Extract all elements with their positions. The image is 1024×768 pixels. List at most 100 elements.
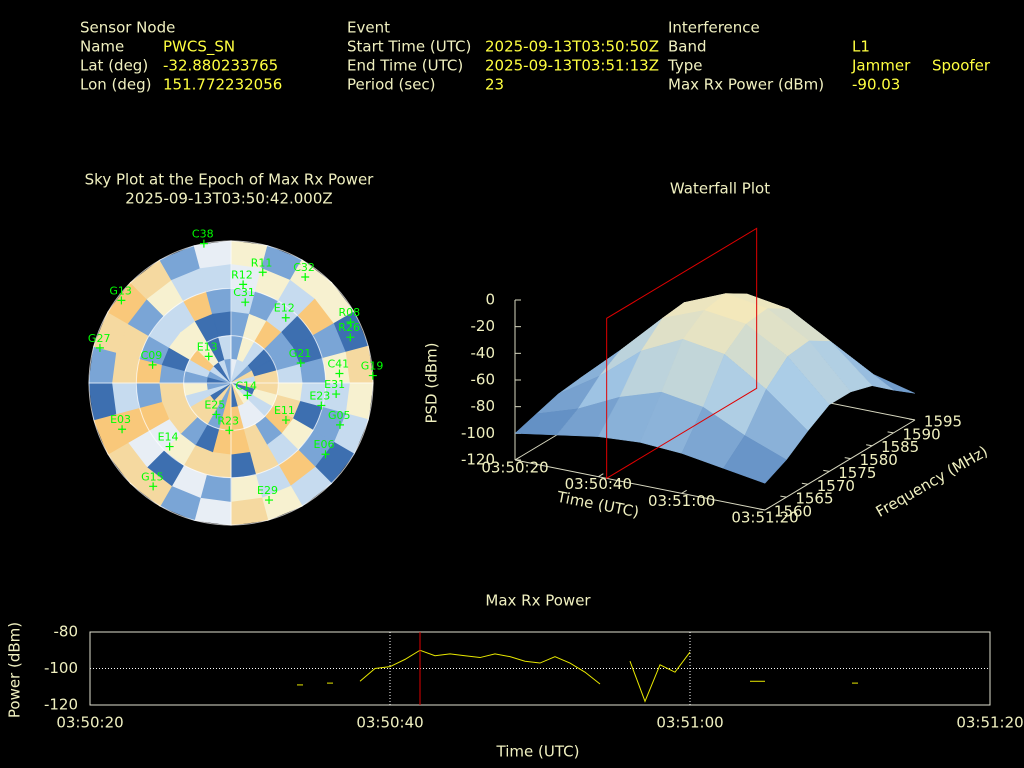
satellite-marker: [149, 482, 158, 491]
header-label: Start Time (UTC): [347, 38, 471, 56]
y-axis: [764, 419, 916, 511]
satellite-label: R23: [217, 414, 239, 427]
x-tick-label: 03:50:20: [481, 459, 548, 477]
series-line: [629, 651, 691, 703]
header-title: Event: [347, 19, 390, 37]
satellite-label: C14: [235, 379, 257, 392]
header-value: 2025-09-13T03:51:13Z: [485, 57, 659, 75]
satellite-marker: [258, 268, 267, 277]
satellite-label: R26: [338, 321, 360, 334]
x-tick-label: 03:51:00: [648, 492, 715, 510]
header-label: Name: [80, 38, 124, 56]
x-axis-label: Time (UTC): [496, 743, 580, 761]
satellite-marker: [165, 442, 174, 451]
y-tick-label: -80: [54, 623, 79, 641]
surface-cell: [722, 435, 787, 484]
x-tick-label: 03:50:40: [356, 714, 423, 732]
header-value: 23: [485, 76, 504, 94]
satellite-marker: [335, 369, 344, 378]
header-label: End Time (UTC): [347, 57, 463, 75]
header-title: Interference: [668, 19, 760, 37]
satellite-label: C09: [141, 349, 163, 362]
y-tick-label: 1560: [774, 503, 812, 521]
header-value: -32.880233765: [163, 57, 278, 75]
header-label: Period (sec): [347, 76, 436, 94]
z-tick-label: 0: [485, 291, 495, 309]
x-tick: [514, 456, 521, 461]
satellite-marker: [346, 333, 355, 342]
satellite-label: E14: [158, 431, 179, 444]
satellite-marker: [296, 358, 305, 367]
satellite-label: G15: [141, 470, 164, 483]
satellite-label: G21: [289, 347, 312, 360]
satellite-marker: [204, 352, 213, 361]
sky-cell: [199, 264, 232, 293]
satellite-label: E12: [274, 302, 295, 315]
header-value: Spoofer: [932, 57, 991, 75]
chart-subtitle: 2025-09-13T03:50:42.000Z: [125, 190, 332, 208]
y-tick-label: -100: [44, 659, 78, 677]
header-value: 2025-09-13T03:50:50Z: [485, 38, 659, 56]
satellite-marker: [243, 391, 252, 400]
y-tick: [844, 457, 851, 460]
satellite-label: R12: [231, 268, 253, 281]
satellite-label: C38: [192, 228, 214, 241]
y-tick-label: -120: [44, 696, 78, 714]
z-tick-label: -100: [461, 424, 495, 442]
satellite-label: G13: [109, 284, 132, 297]
chart-title: Max Rx Power: [485, 592, 591, 610]
header-value: -90.03: [852, 76, 900, 94]
z-tick-label: -20: [471, 317, 496, 335]
y-tick-label: 1570: [817, 477, 855, 495]
satellite-label: E11: [274, 404, 295, 417]
satellite-label: E29: [257, 484, 278, 497]
satellite-label: G19: [361, 360, 384, 373]
satellite-marker: [332, 390, 341, 399]
y-tick-label: 1565: [795, 490, 833, 508]
satellite-marker: [265, 496, 274, 505]
satellite-label: E06: [314, 438, 335, 451]
satellite-marker: [346, 318, 355, 327]
x-tick-label: 03:50:20: [56, 714, 123, 732]
satellite-marker: [368, 371, 377, 380]
satellite-label: C31: [233, 286, 255, 299]
satellite-marker: [317, 401, 326, 410]
x-tick: [598, 473, 604, 478]
x-tick: [681, 489, 687, 494]
header-label: Lon (deg): [80, 76, 152, 94]
x-axis: [514, 459, 766, 511]
satellite-label: C32: [293, 261, 315, 274]
x-tick-label: 03:51:20: [956, 714, 1023, 732]
y-tick: [887, 431, 894, 434]
satellite-marker: [148, 360, 157, 369]
satellite-marker: [241, 298, 250, 307]
series-line: [359, 649, 601, 685]
header-value: PWCS_SN: [163, 38, 235, 57]
surface: [514, 293, 916, 484]
satellite-label: G27: [88, 332, 111, 345]
x-tick-label: 03:50:40: [565, 475, 632, 493]
y-tick: [801, 482, 808, 485]
satellite-label: G05: [328, 409, 351, 422]
y-tick-label: 1575: [838, 464, 876, 482]
y-tick: [823, 469, 830, 472]
satellite-marker: [336, 420, 345, 429]
satellite-marker: [239, 280, 248, 289]
header-label: Lat (deg): [80, 57, 148, 75]
header-value: 151.772232056: [163, 76, 282, 94]
y-tick-label: 1595: [924, 413, 962, 431]
chart-title: Waterfall Plot: [670, 180, 770, 198]
sky-cell: [112, 382, 141, 415]
marker-plane: [606, 227, 758, 480]
y-tick: [866, 444, 873, 447]
z-tick-label: -60: [471, 371, 496, 389]
header-title: Sensor Node: [80, 19, 175, 37]
satellite-label: E03: [110, 413, 131, 426]
y-tick-label: 1585: [881, 438, 919, 456]
z-tick-label: -80: [471, 397, 496, 415]
header-value: L1: [852, 38, 870, 56]
satellite-label: R08: [338, 306, 360, 319]
z-tick-label: -40: [471, 344, 496, 362]
satellite-marker: [281, 313, 290, 322]
